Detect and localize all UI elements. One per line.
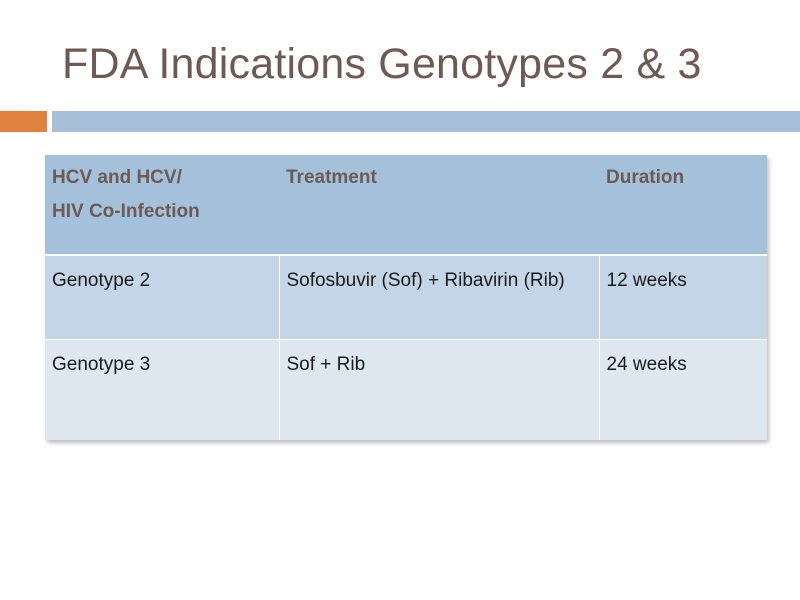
header-infection-line2: HIV Co-Infection [52,201,200,222]
cell-duration: 24 weeks [599,339,767,440]
slide-title: FDA Indications Genotypes 2 & 3 [62,40,702,88]
indications-table: HCV and HCV/ HIV Co-Infection Treatment … [45,155,767,440]
cell-duration: 12 weeks [599,255,767,340]
cell-treatment: Sofosbuvir (Sof) + Ribavirin (Rib) [279,255,600,340]
header-duration: Duration [599,155,767,256]
header-infection: HCV and HCV/ HIV Co-Infection [45,155,279,256]
indications-table-container: HCV and HCV/ HIV Co-Infection Treatment … [45,155,767,440]
cell-genotype: Genotype 3 [45,339,280,440]
accent-bar-orange [0,111,47,132]
header-treatment: Treatment [279,155,599,256]
table-header-row: HCV and HCV/ HIV Co-Infection Treatment … [45,155,767,256]
table-row: Genotype 2 Sofosbuvir (Sof) + Ribavirin … [45,255,767,340]
header-infection-line1: HCV and HCV/ [52,167,182,188]
accent-bar-blue [52,111,800,132]
cell-genotype: Genotype 2 [45,255,280,340]
table-row: Genotype 3 Sof + Rib 24 weeks [45,339,767,440]
cell-treatment: Sof + Rib [279,339,600,440]
